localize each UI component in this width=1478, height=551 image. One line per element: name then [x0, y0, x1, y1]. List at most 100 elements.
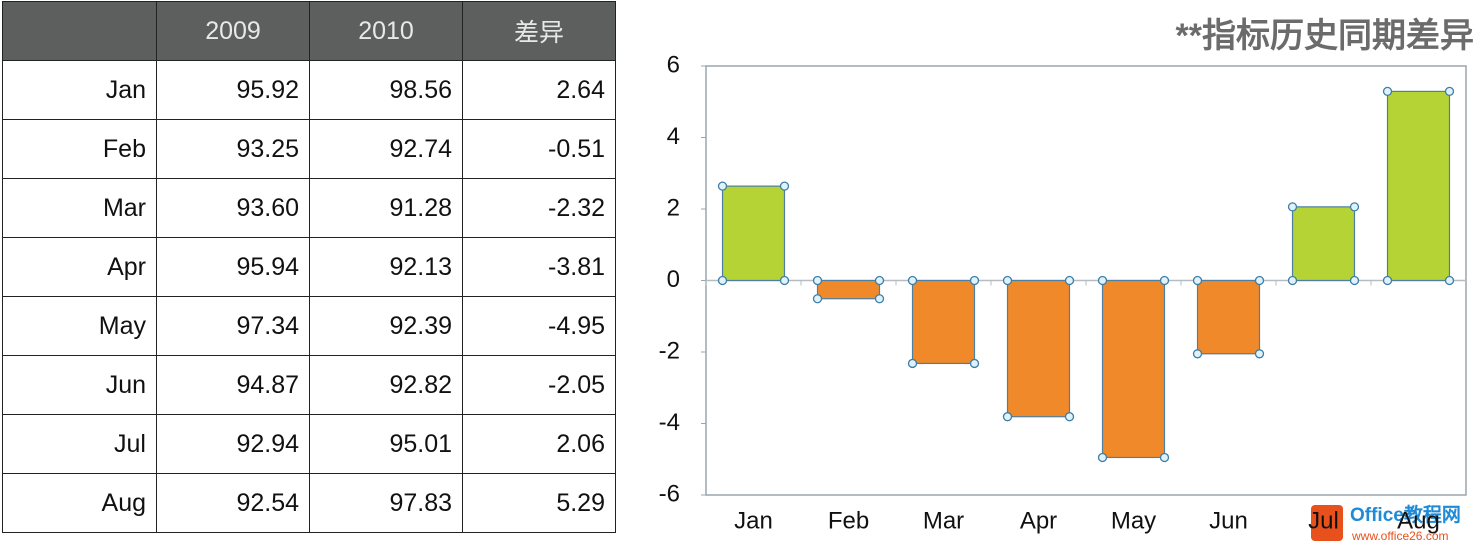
table-row: Jun 94.87 92.82 -2.05 — [2, 355, 616, 415]
bar — [1386, 90, 1451, 282]
bar-handle — [874, 294, 885, 304]
x-tick-label: May — [1111, 507, 1156, 534]
table-row: Apr 95.94 92.13 -3.81 — [2, 237, 616, 297]
bar-handle — [1192, 349, 1203, 359]
x-tick-label: Aug — [1397, 507, 1440, 534]
bar — [1196, 279, 1261, 355]
bar-handle — [1002, 412, 1013, 422]
bar-handle — [969, 358, 980, 369]
bar-handle — [1349, 275, 1360, 286]
bar-handle — [1349, 202, 1360, 212]
y-tick-label: 0 — [667, 266, 680, 293]
y-tick-label: 6 — [667, 51, 680, 78]
bar — [816, 279, 881, 300]
bar-handle — [1064, 275, 1075, 286]
bar-handle — [1064, 412, 1075, 422]
bar — [911, 279, 976, 365]
table-row: Feb 93.25 92.74 -0.51 — [2, 119, 616, 179]
watermark: Office教程网 www.office26.com — [1311, 503, 1461, 543]
value-cell: 95.01 — [309, 414, 463, 474]
table-row: Jan 95.92 98.56 2.64 — [2, 60, 616, 120]
bar-handle — [874, 275, 885, 286]
value-cell: 92.54 — [156, 473, 310, 533]
bar-handle — [1097, 452, 1108, 463]
bar-handle — [717, 181, 728, 191]
value-cell: 98.56 — [309, 60, 463, 120]
y-tick-label: -6 — [659, 480, 680, 507]
bar-handle — [1159, 452, 1170, 463]
bar — [1101, 279, 1166, 459]
bar-handle — [779, 181, 790, 191]
value-cell: 93.60 — [156, 178, 310, 238]
value-cell: -2.05 — [462, 355, 616, 415]
bar — [1006, 279, 1071, 418]
bar-handle — [1002, 275, 1013, 286]
chart-title: **指标历史同期差异 — [1176, 17, 1474, 55]
bar-handle — [1382, 86, 1393, 97]
value-cell: -4.95 — [462, 296, 616, 356]
value-cell: 92.13 — [309, 237, 463, 297]
bar-handle — [907, 275, 918, 286]
watermark-logo — [1311, 505, 1343, 541]
bar-handle — [1254, 275, 1265, 286]
value-cell: 91.28 — [309, 178, 463, 238]
month-cell: May — [2, 296, 157, 356]
y-tick-label: 4 — [667, 123, 680, 150]
bar-handle — [1444, 86, 1455, 97]
month-cell: Apr — [2, 237, 157, 297]
bar-handle — [1254, 349, 1265, 359]
value-cell: 95.94 — [156, 237, 310, 297]
y-tick-label: 2 — [667, 194, 680, 221]
x-tick-label: Jan — [734, 507, 773, 534]
bar-handle — [1192, 275, 1203, 286]
month-cell: Feb — [2, 119, 157, 179]
y-tick-label: -4 — [659, 409, 680, 436]
x-tick-label: Apr — [1020, 507, 1057, 534]
bar-handle — [1097, 275, 1108, 286]
column-header: 2010 — [309, 1, 463, 61]
bar — [1291, 206, 1356, 282]
bar-handle — [907, 358, 918, 369]
value-cell: 92.82 — [309, 355, 463, 415]
bar-handle — [1382, 275, 1393, 286]
month-cell: Aug — [2, 473, 157, 533]
x-tick-label: Jun — [1209, 507, 1248, 534]
table-row: Aug 92.54 97.83 5.29 — [2, 473, 616, 533]
bar-handle — [812, 275, 823, 286]
value-cell: -2.32 — [462, 178, 616, 238]
bar-handle — [969, 275, 980, 286]
column-header: 差异 — [462, 1, 616, 61]
header-row: 2009 2010 差异 — [2, 1, 616, 61]
value-cell: 97.83 — [309, 473, 463, 533]
bar-handle — [779, 275, 790, 286]
value-cell: 5.29 — [462, 473, 616, 533]
bar — [721, 185, 786, 282]
data-table: 2009 2010 差异 Jan 95.92 98.56 2.64 Feb 93.25 92.74… — [2, 1, 616, 533]
value-cell: -3.81 — [462, 237, 616, 297]
value-cell: 2.06 — [462, 414, 616, 474]
x-tick-label: Mar — [923, 507, 964, 534]
corner-cell — [2, 1, 157, 61]
bar-handle — [1159, 275, 1170, 286]
bar-handle — [1287, 202, 1298, 212]
x-tick-label: Feb — [828, 507, 869, 534]
table-row: Jul 92.94 95.01 2.06 — [2, 414, 616, 474]
table-row: May 97.34 92.39 -4.95 — [2, 296, 616, 356]
value-cell: -0.51 — [462, 119, 616, 179]
watermark-url: www.office26.com — [1351, 529, 1449, 543]
value-cell: 93.25 — [156, 119, 310, 179]
table-row: Mar 93.60 91.28 -2.32 — [2, 178, 616, 238]
value-cell: 95.92 — [156, 60, 310, 120]
bar-handle — [812, 294, 823, 304]
value-cell: 97.34 — [156, 296, 310, 356]
bar-handle — [1444, 275, 1455, 286]
bar-handle — [717, 275, 728, 286]
watermark-name: Office教程网 — [1350, 503, 1461, 526]
bar-handle — [1287, 275, 1298, 286]
value-cell: 92.74 — [309, 119, 463, 179]
y-tick-label: -2 — [659, 337, 680, 364]
value-cell: 92.94 — [156, 414, 310, 474]
value-cell: 94.87 — [156, 355, 310, 415]
